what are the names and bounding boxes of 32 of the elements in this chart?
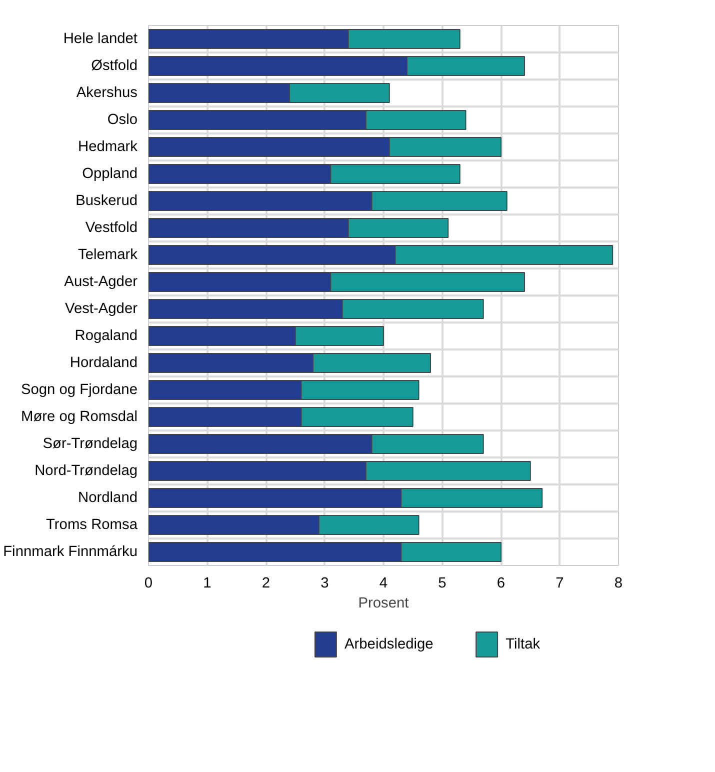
x-tick-label: 4 [379, 576, 388, 592]
y-tick-label: Buskerud [76, 193, 138, 209]
y-tick-label: Hordaland [70, 355, 138, 371]
y-tick-label: Finnmark Finnmárku [3, 544, 138, 560]
y-tick-label: Akershus [76, 85, 138, 101]
y-tick-label: Telemark [78, 247, 138, 263]
y-tick-label: Vestfold [85, 220, 138, 236]
x-tick-label: 6 [496, 576, 506, 592]
y-tick-label: Nord-Trøndelag [34, 463, 138, 479]
x-tick-label: 1 [203, 576, 212, 592]
y-tick-label: Troms Romsa [46, 517, 138, 533]
x-tick-label: 3 [320, 576, 329, 592]
legend-label: Tiltak [506, 636, 541, 652]
x-tick-label: 8 [614, 576, 623, 592]
y-tick-label: Vest-Agder [64, 301, 138, 317]
x-tick-label: 2 [262, 576, 270, 592]
y-tick-label: Hedmark [78, 139, 138, 155]
y-tick-label: Østfold [91, 58, 138, 74]
y-tick-label: Sogn og Fjordane [20, 382, 138, 398]
y-tick-label: Møre og Romsdal [21, 409, 138, 425]
y-tick-label: Rogaland [74, 328, 138, 344]
x-axis-title: Prosent [358, 596, 409, 612]
y-tick-label: Oppland [82, 166, 138, 182]
y-tick-label: Oslo [107, 112, 138, 128]
x-tick-label: 7 [556, 576, 564, 592]
y-tick-label: Sør-Trøndelag [42, 436, 138, 452]
y-tick-label: Aust-Agder [64, 274, 138, 290]
legend-label: Arbeidsledige [344, 636, 434, 652]
y-tick-label: Nordland [78, 490, 138, 506]
y-tick-label: Hele landet [63, 31, 138, 47]
x-tick-label: 0 [144, 576, 153, 592]
x-tick-label: 5 [438, 576, 446, 592]
